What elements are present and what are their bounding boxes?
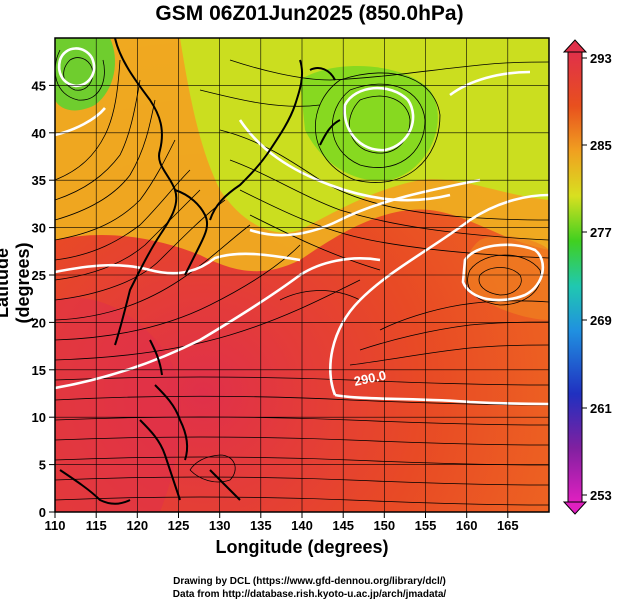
- colorbar-gradient: [567, 51, 583, 503]
- colorbar-label: 261: [590, 401, 612, 416]
- x-axis-label: Longitude (degrees): [215, 537, 389, 557]
- colorbar-label: 293: [590, 51, 612, 66]
- y-tick-label: 20: [32, 315, 46, 330]
- y-tick-marks: [49, 84, 55, 513]
- y-tick-label: 5: [39, 458, 46, 473]
- map-title: GSM 06Z01Jun2025 (850.0hPa): [155, 2, 464, 25]
- y-tick-label: 45: [32, 78, 46, 93]
- coastlines: [59, 38, 341, 505]
- contour-label: 290.0: [353, 367, 388, 388]
- drawing-credit: Drawing by DCL (https://www.gfd-dennou.o…: [173, 576, 446, 587]
- x-tick-label: 135: [250, 518, 272, 533]
- y-tick-label: 25: [32, 268, 46, 283]
- x-tick-label: 125: [168, 518, 190, 533]
- y-tick-labels: 0 5 10 15 20 25 30 35 40 45: [32, 78, 46, 520]
- colorbar-label: 277: [590, 225, 612, 240]
- y-tick-label: 15: [32, 363, 46, 378]
- colorbar-label: 269: [590, 313, 612, 328]
- y-tick-label: 0: [39, 505, 46, 520]
- y-tick-label: 10: [32, 410, 46, 425]
- y-tick-label: 35: [32, 173, 46, 188]
- x-tick-label: 140: [291, 518, 313, 533]
- y-tick-label: 30: [32, 221, 46, 236]
- x-tick-labels: 110 115 120 125 130 135 140 145 150 155 …: [45, 518, 519, 533]
- x-tick-label: 145: [332, 518, 354, 533]
- x-tick-label: 115: [86, 518, 107, 533]
- colorbar-top-arrow: [562, 39, 588, 53]
- grid-lines: [55, 38, 549, 512]
- x-tick-label: 150: [373, 518, 395, 533]
- x-tick-label: 165: [497, 518, 519, 533]
- x-tick-label: 155: [415, 518, 437, 533]
- x-tick-label: 120: [126, 518, 148, 533]
- temperature-contours: [55, 47, 549, 406]
- x-tick-label: 160: [456, 518, 478, 533]
- temperature-field: [55, 38, 549, 512]
- y-axis-label: Latitude (degrees): [0, 242, 33, 324]
- y-tick-label: 40: [32, 126, 46, 141]
- x-tick-label: 130: [209, 518, 231, 533]
- x-tick-marks: [54, 512, 509, 518]
- streamlines: [55, 49, 549, 506]
- colorbar-label: 253: [590, 488, 612, 503]
- x-tick-label: 110: [45, 518, 66, 533]
- colorbar-bottom-arrow: [562, 501, 588, 515]
- colorbar: 293 285 277 269 261 253: [562, 39, 612, 515]
- data-credit: Data from http://database.rish.kyoto-u.a…: [172, 589, 447, 600]
- colorbar-label: 285: [590, 138, 612, 153]
